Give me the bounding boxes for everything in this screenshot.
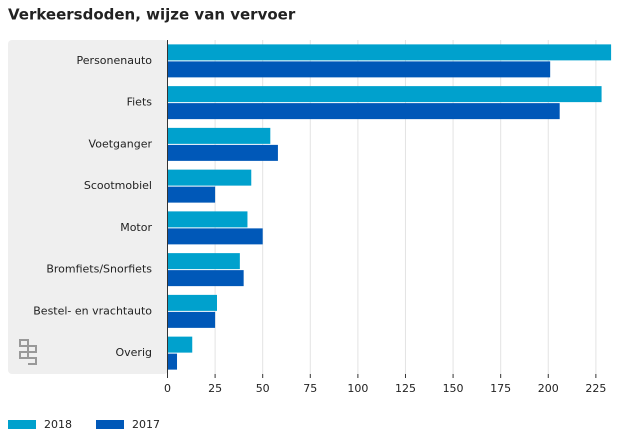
bar	[167, 270, 244, 287]
chart-title: Verkeersdoden, wijze van vervoer	[8, 6, 296, 24]
x-tick-label: 200	[538, 382, 559, 395]
x-tick-label: 225	[585, 382, 606, 395]
legend-label: 2018	[44, 418, 72, 431]
bar	[167, 336, 193, 353]
y-tick-label: Bestel- en vrachtauto	[33, 304, 152, 317]
bars	[167, 44, 612, 370]
y-tick-label: Bromfiets/Snorfiets	[46, 263, 152, 276]
bar	[167, 294, 217, 311]
bar	[167, 169, 252, 186]
x-tick-label: 100	[347, 382, 368, 395]
y-tick-label: Voetganger	[89, 137, 153, 150]
y-tick-label: Scootmobiel	[84, 179, 152, 192]
bar	[167, 61, 551, 78]
labels: 0 25 50 75 100 125 150 175 200 225 Personenauto Fie…	[8, 54, 606, 431]
x-tick-label: 0	[164, 382, 171, 395]
x-tick-label: 75	[303, 382, 317, 395]
x-tick-label: 25	[208, 382, 222, 395]
bar	[167, 228, 263, 245]
legend-swatch	[96, 420, 124, 429]
bar	[167, 127, 271, 144]
legend-label: 2017	[132, 418, 160, 431]
x-tick-label: 50	[256, 382, 270, 395]
bar	[167, 103, 560, 120]
legend-swatch	[8, 420, 36, 429]
bar	[167, 86, 602, 103]
y-tick-label: Personenauto	[77, 54, 153, 67]
logo	[19, 339, 37, 365]
bar	[167, 211, 248, 228]
y-tick-label: Overig	[116, 346, 153, 359]
y-tick-label: Fiets	[127, 96, 153, 109]
bar	[167, 186, 216, 203]
x-tick-label: 125	[395, 382, 416, 395]
bar	[167, 253, 240, 270]
x-tick-label: 150	[443, 382, 464, 395]
label-panel	[8, 40, 168, 374]
x-tick-label: 175	[490, 382, 511, 395]
bar	[167, 144, 278, 161]
bar	[167, 44, 612, 61]
bar	[167, 353, 178, 370]
y-tick-label: Motor	[120, 221, 152, 234]
bar	[167, 311, 216, 328]
